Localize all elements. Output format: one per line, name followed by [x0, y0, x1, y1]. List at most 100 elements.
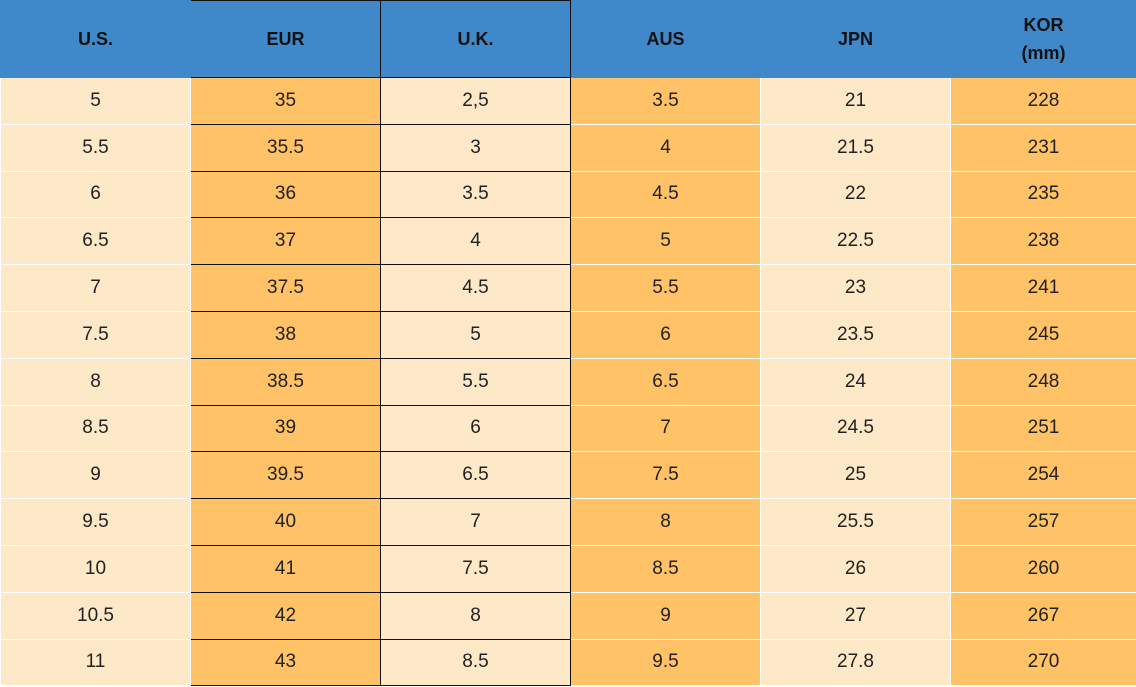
table-cell: 4.5 — [570, 170, 761, 219]
table-cell: 11 — [0, 638, 191, 687]
table-cell: 5.5 — [0, 123, 191, 172]
table-cell: 4 — [570, 123, 761, 172]
table-cell: 37.5 — [190, 264, 381, 312]
table-row: 7 37.5 4.5 5.5 23 241 — [0, 264, 1136, 312]
table-cell: 22.5 — [760, 217, 951, 266]
table-cell: 6.5 — [0, 217, 191, 266]
table-cell: 39.5 — [190, 451, 381, 500]
table-cell: 35.5 — [190, 123, 381, 172]
column-header: U.S. — [0, 0, 191, 78]
table-cell: 23.5 — [760, 310, 951, 359]
table-cell: 7.5 — [570, 451, 761, 500]
table-cell: 6 — [0, 170, 191, 219]
table-cell: 5 — [380, 310, 571, 359]
table-cell: 3.5 — [570, 77, 761, 125]
table-cell: 7 — [380, 498, 571, 546]
column-header: AUS — [570, 0, 761, 78]
table-cell: 26 — [760, 544, 951, 593]
table-cell: 257 — [950, 498, 1136, 546]
table-cell: 41 — [190, 544, 381, 593]
table-cell: 40 — [190, 498, 381, 546]
table-cell: 7.5 — [380, 544, 571, 593]
table-cell: 22 — [760, 170, 951, 219]
table-row: 10 41 7.5 8.5 26 260 — [0, 544, 1136, 593]
table-cell: 6 — [570, 310, 761, 359]
table-cell: 6 — [380, 404, 571, 453]
table-cell: 43 — [190, 638, 381, 687]
table-cell: 8.5 — [0, 404, 191, 453]
table-cell: 27 — [760, 591, 951, 640]
table-row: 10.5 42 8 9 27 267 — [0, 591, 1136, 640]
table-cell: 248 — [950, 357, 1136, 406]
table-cell: 8 — [570, 498, 761, 546]
table-cell: 5.5 — [570, 264, 761, 312]
table-cell: 38 — [190, 310, 381, 359]
table-cell: 38.5 — [190, 357, 381, 406]
table-cell: 4 — [380, 217, 571, 266]
table-cell: 228 — [950, 77, 1136, 125]
table-cell: 27.8 — [760, 638, 951, 687]
table-cell: 24 — [760, 357, 951, 406]
column-header: KOR (mm) — [950, 0, 1136, 78]
table-cell: 10 — [0, 544, 191, 593]
table-cell: 235 — [950, 170, 1136, 219]
table-cell: 6.5 — [570, 357, 761, 406]
table-cell: 270 — [950, 638, 1136, 687]
table-cell: 7 — [0, 264, 191, 312]
table-row: 6 36 3.5 4.5 22 235 — [0, 170, 1136, 219]
table-cell: 10.5 — [0, 591, 191, 640]
table-cell: 9.5 — [0, 498, 191, 546]
table-cell: 3.5 — [380, 170, 571, 219]
table-row: 8 38.5 5.5 6.5 24 248 — [0, 357, 1136, 406]
table-cell: 9 — [0, 451, 191, 500]
table-cell: 251 — [950, 404, 1136, 453]
table-cell: 5 — [0, 77, 191, 125]
table-row: 9.5 40 7 8 25.5 257 — [0, 498, 1136, 546]
table-cell: 7 — [570, 404, 761, 453]
table-cell: 241 — [950, 264, 1136, 312]
table-cell: 245 — [950, 310, 1136, 359]
column-header: EUR — [190, 0, 381, 78]
table-cell: 5 — [570, 217, 761, 266]
table-body: 5 35 2,5 3.5 21 228 5.5 35.5 3 4 21.5 231 6 36 3.5 4.5 2… — [0, 77, 1136, 687]
table-row: 9 39.5 6.5 7.5 25 254 — [0, 451, 1136, 500]
table-cell: 260 — [950, 544, 1136, 593]
table-cell: 24.5 — [760, 404, 951, 453]
table-cell: 25 — [760, 451, 951, 500]
table-cell: 8 — [380, 591, 571, 640]
table-cell: 254 — [950, 451, 1136, 500]
table-cell: 35 — [190, 77, 381, 125]
table-cell: 8.5 — [380, 638, 571, 687]
table-cell: 231 — [950, 123, 1136, 172]
column-header: U.K. — [380, 0, 571, 78]
table-cell: 8 — [0, 357, 191, 406]
table-cell: 8.5 — [570, 544, 761, 593]
table-cell: 238 — [950, 217, 1136, 266]
header-row: U.S. EUR U.K. AUS JPN KOR (mm) — [0, 0, 1136, 78]
table-cell: 4.5 — [380, 264, 571, 312]
table-cell: 42 — [190, 591, 381, 640]
table-cell: 6.5 — [380, 451, 571, 500]
column-header: JPN — [760, 0, 951, 78]
table-cell: 7.5 — [0, 310, 191, 359]
table-cell: 3 — [380, 123, 571, 172]
table-row: 11 43 8.5 9.5 27.8 270 — [0, 638, 1136, 687]
table-cell: 9.5 — [570, 638, 761, 687]
table-cell: 36 — [190, 170, 381, 219]
table-cell: 2,5 — [380, 77, 571, 125]
table-row: 7.5 38 5 6 23.5 245 — [0, 310, 1136, 359]
table-cell: 5.5 — [380, 357, 571, 406]
table-row: 8.5 39 6 7 24.5 251 — [0, 404, 1136, 453]
table-cell: 37 — [190, 217, 381, 266]
table-row: 6.5 37 4 5 22.5 238 — [0, 217, 1136, 266]
table-cell: 23 — [760, 264, 951, 312]
table-cell: 21.5 — [760, 123, 951, 172]
table-row: 5.5 35.5 3 4 21.5 231 — [0, 123, 1136, 172]
table-cell: 39 — [190, 404, 381, 453]
table-cell: 267 — [950, 591, 1136, 640]
table-cell: 9 — [570, 591, 761, 640]
table-cell: 21 — [760, 77, 951, 125]
table-row: 5 35 2,5 3.5 21 228 — [0, 77, 1136, 125]
